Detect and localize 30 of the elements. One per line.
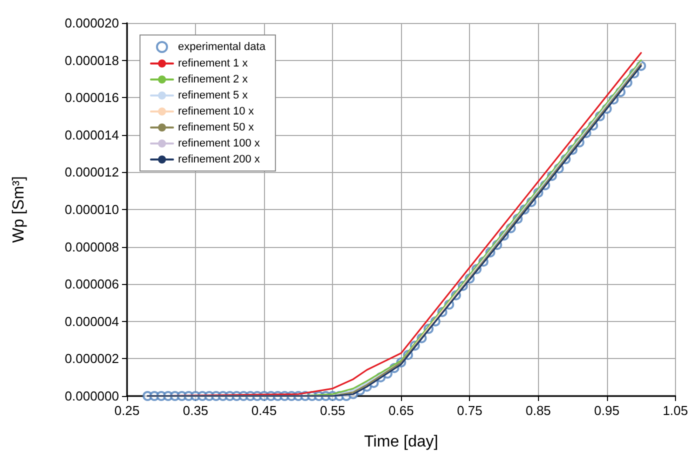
y-axis-title: Wp [Sm³] [10,176,28,243]
x-tick-label: 1.05 [662,403,688,418]
y-tick-label: 0.000008 [64,239,119,254]
y-tick-label: 0.000004 [64,314,119,329]
x-tick-label: 0.25 [114,403,140,418]
x-tick-label: 0.35 [182,403,208,418]
legend-label: refinement 200 x [178,154,260,166]
x-axis-title: Time [day] [364,434,438,450]
legend-label: refinement 100 x [178,138,260,150]
y-tick-label: 0.000016 [64,90,119,106]
y-tick-label: 0.000002 [64,351,119,366]
x-tick-label: 0.55 [320,403,346,418]
legend-label: refinement 5 x [178,90,248,102]
x-tick-label: 0.95 [594,403,620,418]
y-tick-label: 0.000018 [64,52,119,68]
y-tick-label: 0.000006 [64,276,119,292]
y-tick-label: 0.000020 [64,16,119,30]
legend-label: refinement 2 x [178,74,248,86]
legend-label: refinement 50 x [178,122,254,134]
y-tick-label: 0.000014 [64,127,119,142]
legend-label: refinement 1 x [178,58,248,70]
legend-label: refinement 10 x [178,106,254,118]
legend-label: experimental data [178,41,266,53]
x-tick-label: 0.65 [388,403,414,418]
y-tick-label: 0.000012 [64,164,119,180]
x-tick-label: 0.85 [526,403,551,418]
x-tick-label: 0.75 [457,403,482,418]
x-tick-label: 0.45 [251,403,277,418]
y-tick-label: 0.000010 [64,202,119,217]
y-tick-label: 0.000000 [64,388,119,404]
